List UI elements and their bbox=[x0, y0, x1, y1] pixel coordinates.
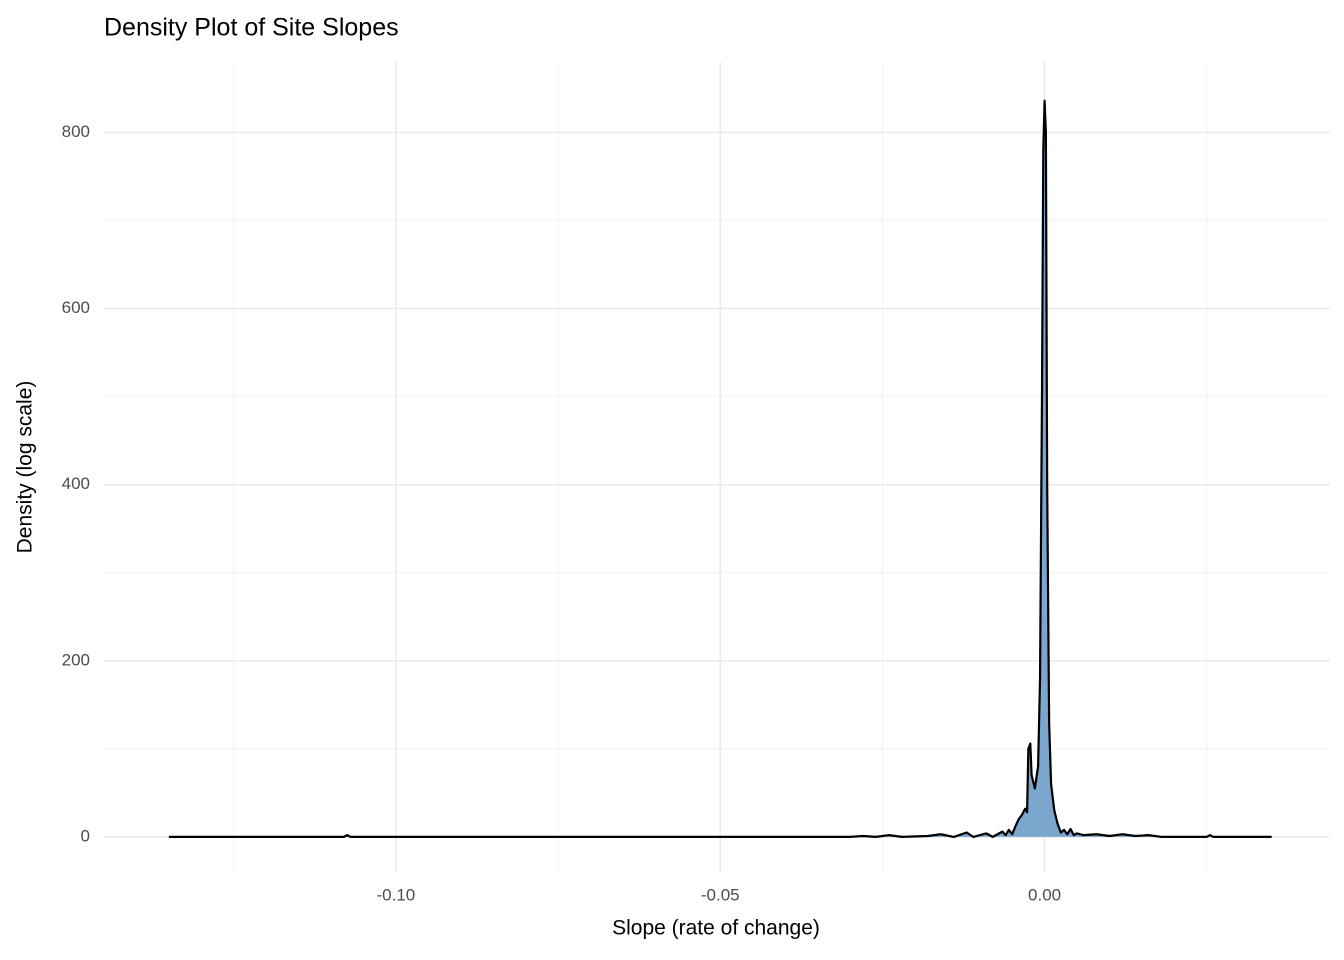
y-tick-label: 800 bbox=[62, 122, 90, 141]
y-tick-label: 0 bbox=[81, 826, 90, 845]
y-tick-label: 600 bbox=[62, 298, 90, 317]
x-tick-label: -0.10 bbox=[377, 885, 416, 904]
x-tick-label: 0.00 bbox=[1028, 885, 1061, 904]
y-tick-label: 400 bbox=[62, 474, 90, 493]
density-line bbox=[168, 99, 1272, 838]
chart-title: Density Plot of Site Slopes bbox=[104, 14, 399, 42]
x-axis-label: Slope (rate of change) bbox=[612, 917, 820, 940]
x-tick-label: -0.05 bbox=[701, 885, 740, 904]
y-tick-label: 200 bbox=[62, 650, 90, 669]
y-axis-label: Density (log scale) bbox=[14, 381, 37, 554]
